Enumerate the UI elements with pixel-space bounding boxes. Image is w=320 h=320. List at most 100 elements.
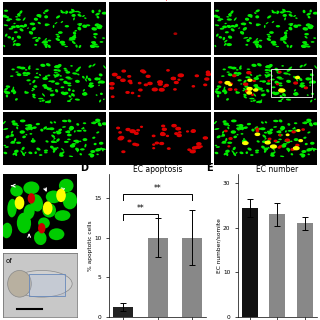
Circle shape xyxy=(265,141,270,144)
Ellipse shape xyxy=(42,100,45,102)
Ellipse shape xyxy=(284,32,287,35)
Ellipse shape xyxy=(25,134,28,135)
Ellipse shape xyxy=(273,120,278,122)
Circle shape xyxy=(128,140,131,142)
Ellipse shape xyxy=(265,76,268,78)
Ellipse shape xyxy=(276,25,280,28)
Ellipse shape xyxy=(216,16,220,18)
Ellipse shape xyxy=(280,95,283,98)
Ellipse shape xyxy=(92,137,95,139)
Ellipse shape xyxy=(22,153,25,156)
Circle shape xyxy=(166,135,168,136)
Ellipse shape xyxy=(67,130,70,132)
Ellipse shape xyxy=(17,73,21,76)
Ellipse shape xyxy=(259,45,262,48)
Ellipse shape xyxy=(82,76,85,79)
Ellipse shape xyxy=(49,228,64,240)
Ellipse shape xyxy=(70,144,75,148)
Ellipse shape xyxy=(283,72,289,75)
Ellipse shape xyxy=(310,24,313,28)
Ellipse shape xyxy=(13,40,16,43)
Ellipse shape xyxy=(71,9,74,11)
Ellipse shape xyxy=(291,153,293,156)
Ellipse shape xyxy=(276,131,282,133)
Bar xyxy=(182,238,202,317)
Ellipse shape xyxy=(6,85,10,88)
Ellipse shape xyxy=(275,81,279,84)
Ellipse shape xyxy=(266,65,270,67)
Ellipse shape xyxy=(16,25,20,28)
Ellipse shape xyxy=(45,76,47,78)
Ellipse shape xyxy=(244,80,247,83)
Circle shape xyxy=(117,127,119,129)
Ellipse shape xyxy=(24,91,26,92)
Circle shape xyxy=(139,83,141,84)
Ellipse shape xyxy=(234,17,237,21)
Ellipse shape xyxy=(70,128,73,131)
Circle shape xyxy=(204,84,207,85)
Ellipse shape xyxy=(63,81,66,84)
Ellipse shape xyxy=(268,36,271,38)
Ellipse shape xyxy=(288,149,289,152)
Ellipse shape xyxy=(293,15,296,17)
Ellipse shape xyxy=(215,90,219,93)
Ellipse shape xyxy=(281,128,284,131)
Ellipse shape xyxy=(297,76,299,79)
Ellipse shape xyxy=(25,69,28,71)
Ellipse shape xyxy=(301,45,306,48)
Ellipse shape xyxy=(30,194,43,212)
Ellipse shape xyxy=(11,141,15,143)
Ellipse shape xyxy=(38,98,44,100)
Ellipse shape xyxy=(7,36,11,38)
Ellipse shape xyxy=(311,41,315,43)
Ellipse shape xyxy=(256,38,258,40)
Circle shape xyxy=(175,133,178,134)
Ellipse shape xyxy=(16,25,19,27)
Ellipse shape xyxy=(309,84,311,86)
Ellipse shape xyxy=(236,91,237,92)
Ellipse shape xyxy=(260,127,266,130)
Circle shape xyxy=(255,133,260,135)
Ellipse shape xyxy=(307,132,310,133)
Ellipse shape xyxy=(304,44,309,45)
Ellipse shape xyxy=(77,14,82,17)
Ellipse shape xyxy=(61,92,65,94)
Ellipse shape xyxy=(299,84,304,87)
Ellipse shape xyxy=(56,147,59,148)
Ellipse shape xyxy=(282,93,284,96)
Circle shape xyxy=(139,89,142,91)
Y-axis label: % apoptotic cells: % apoptotic cells xyxy=(88,220,92,271)
Ellipse shape xyxy=(51,135,55,138)
Ellipse shape xyxy=(275,68,278,70)
Ellipse shape xyxy=(228,73,233,76)
Ellipse shape xyxy=(58,129,62,131)
Ellipse shape xyxy=(73,32,76,35)
Ellipse shape xyxy=(3,121,6,124)
Ellipse shape xyxy=(244,96,247,99)
Ellipse shape xyxy=(214,128,219,130)
Ellipse shape xyxy=(227,126,229,129)
Ellipse shape xyxy=(85,78,87,82)
Ellipse shape xyxy=(250,74,252,76)
Ellipse shape xyxy=(243,27,247,31)
Ellipse shape xyxy=(90,45,94,48)
Ellipse shape xyxy=(306,23,310,26)
Ellipse shape xyxy=(81,128,84,130)
Ellipse shape xyxy=(283,143,287,145)
Ellipse shape xyxy=(89,83,92,85)
Ellipse shape xyxy=(17,213,31,233)
Ellipse shape xyxy=(240,31,244,35)
Ellipse shape xyxy=(3,45,5,47)
Title: active caspase 3: active caspase 3 xyxy=(132,0,188,1)
Ellipse shape xyxy=(35,151,37,154)
Circle shape xyxy=(130,83,132,84)
Ellipse shape xyxy=(227,25,231,28)
Circle shape xyxy=(144,84,147,86)
Circle shape xyxy=(206,73,211,76)
Ellipse shape xyxy=(42,84,47,87)
Ellipse shape xyxy=(36,68,39,70)
Ellipse shape xyxy=(301,45,306,48)
Ellipse shape xyxy=(314,65,317,69)
Ellipse shape xyxy=(277,130,281,132)
Ellipse shape xyxy=(293,92,298,96)
